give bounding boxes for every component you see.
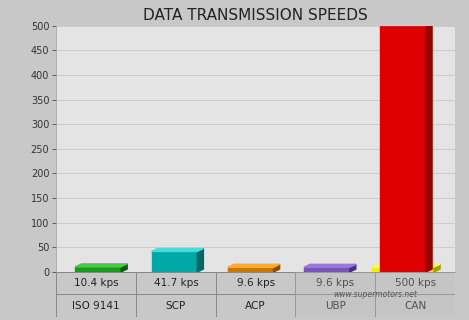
Text: UBP: UBP	[325, 300, 346, 311]
Polygon shape	[380, 23, 432, 26]
Polygon shape	[304, 267, 350, 272]
Polygon shape	[151, 252, 197, 272]
Polygon shape	[197, 249, 204, 272]
Bar	[295, 272, 455, 317]
Polygon shape	[151, 249, 204, 252]
Text: 41.7 kps: 41.7 kps	[153, 278, 198, 288]
Polygon shape	[228, 264, 280, 267]
Text: 9.6 kps: 9.6 kps	[316, 278, 355, 288]
Text: 9.6 kps: 9.6 kps	[236, 278, 275, 288]
Polygon shape	[76, 267, 121, 272]
Text: SCP: SCP	[166, 300, 186, 311]
Text: 500 kps: 500 kps	[394, 278, 436, 288]
Polygon shape	[76, 264, 127, 267]
Polygon shape	[380, 26, 426, 272]
Polygon shape	[121, 264, 127, 272]
Text: www.supermotors.net: www.supermotors.net	[333, 290, 417, 299]
Polygon shape	[228, 267, 273, 272]
Polygon shape	[434, 264, 440, 272]
Text: ACP: ACP	[245, 300, 266, 311]
Title: DATA TRANSMISSION SPEEDS: DATA TRANSMISSION SPEEDS	[143, 8, 368, 23]
Polygon shape	[372, 267, 434, 272]
Polygon shape	[350, 264, 356, 272]
Text: ISO 9141: ISO 9141	[72, 300, 120, 311]
Polygon shape	[304, 264, 356, 267]
Polygon shape	[273, 264, 280, 272]
Text: 10.4 kps: 10.4 kps	[74, 278, 119, 288]
Polygon shape	[372, 264, 440, 267]
Text: CAN: CAN	[404, 300, 426, 311]
Polygon shape	[426, 23, 432, 272]
